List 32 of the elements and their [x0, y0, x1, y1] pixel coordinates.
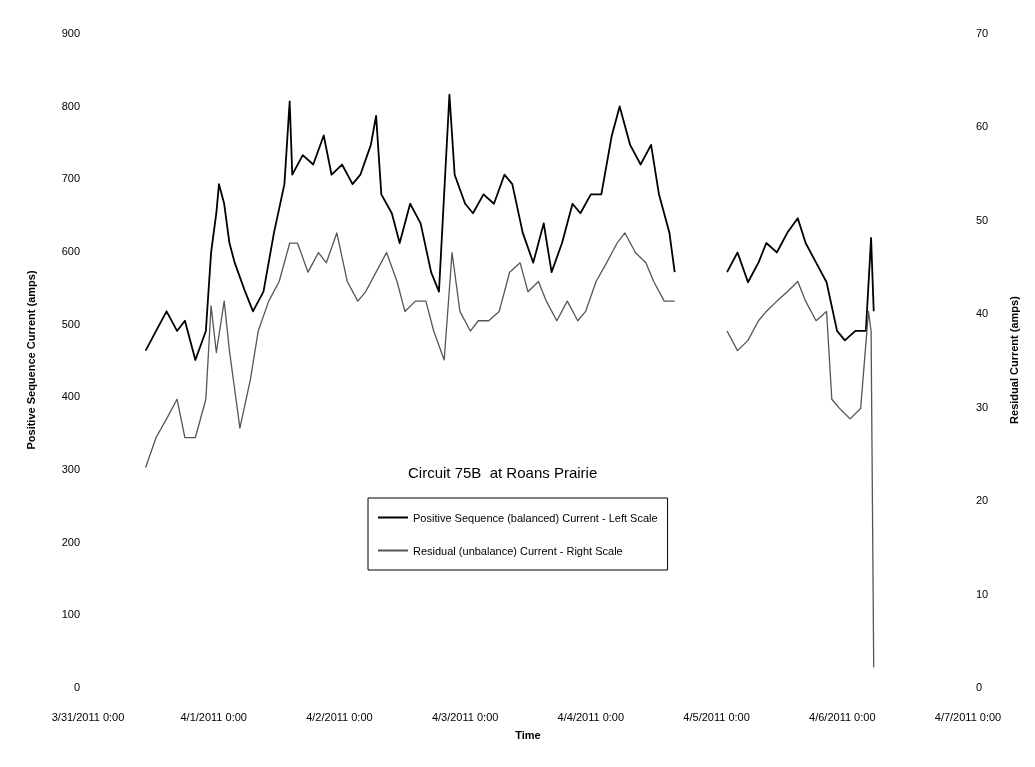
x-tick-label: 4/6/2011 0:00	[809, 710, 876, 723]
x-tick-label: 4/4/2011 0:00	[557, 710, 625, 723]
y-tick-label: 800	[61, 99, 80, 112]
y-tick-label: 100	[61, 608, 80, 621]
y-tick-label: 300	[61, 463, 80, 475]
legend-label: Residual (unbalance) Current - Right Scale	[413, 544, 623, 557]
y-tick-label: 0	[73, 681, 80, 693]
y2-tick-label: 20	[976, 494, 989, 507]
x-axis-title: Time	[515, 728, 541, 741]
y-tick-label: 600	[61, 245, 80, 257]
x-tick-label: 4/2/2011 0:00	[306, 710, 373, 723]
y-axis-title: Positive Sequence Current (amps)	[24, 270, 37, 450]
y-tick-label: 900	[61, 27, 80, 39]
y2-tick-label: 30	[976, 400, 989, 413]
text: Circuit 75B at Roans Prairie	[408, 464, 598, 481]
legend-label: Positive Sequence (balanced) Current - Left Scale	[413, 511, 658, 524]
y-tick-label: 500	[61, 317, 80, 330]
x-tick-label: 4/7/2011 0:00	[934, 710, 1002, 723]
y2-tick-label: 70	[976, 27, 989, 39]
x-tick-label: 4/5/2011 0:00	[683, 710, 750, 723]
y-tick-label: 400	[61, 390, 80, 403]
y2-axis-title: Residual Current (amps)	[1007, 295, 1020, 424]
x-tick-label: 4/3/2011 0:00	[431, 710, 499, 723]
y2-tick-label: 40	[976, 307, 989, 320]
x-tick-label: 4/1/2011 0:00	[180, 710, 247, 723]
y2-tick-label: 50	[976, 213, 989, 226]
y2-tick-label: 10	[976, 587, 989, 600]
y2-tick-label: 0	[976, 681, 983, 693]
x-tick-label: 3/31/2011 0:00	[51, 710, 125, 723]
y2-tick-label: 60	[976, 120, 989, 133]
y-tick-label: 700	[61, 172, 80, 185]
y-tick-label: 200	[61, 535, 80, 548]
